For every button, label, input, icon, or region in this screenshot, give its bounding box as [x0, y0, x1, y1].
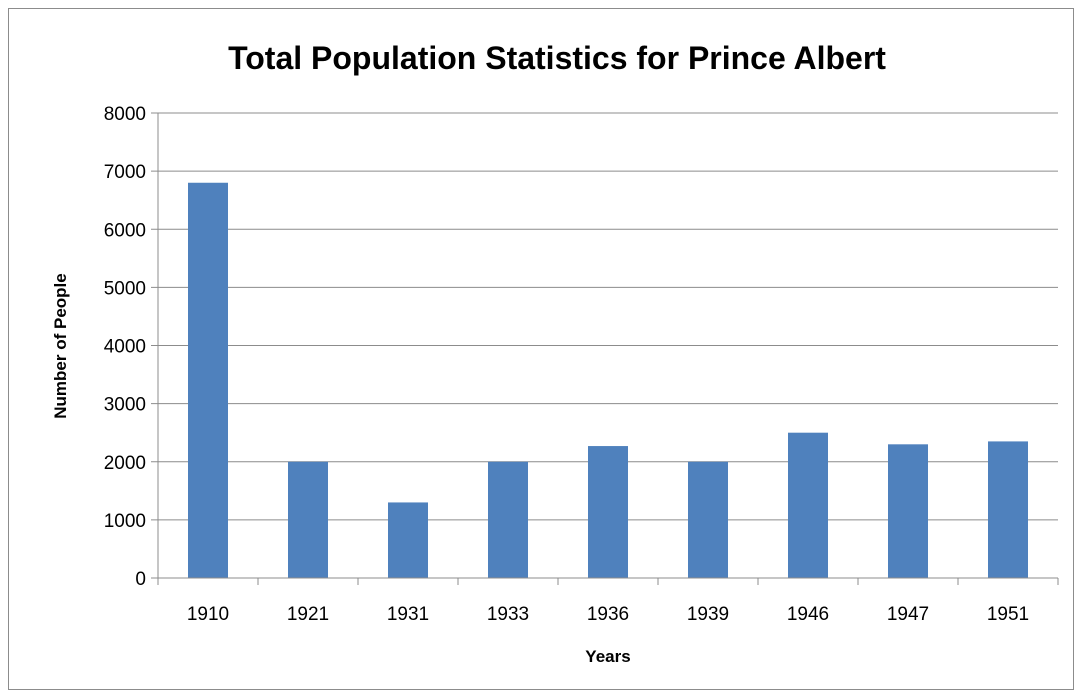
chart-title: Total Population Statistics for Prince A…	[228, 40, 886, 76]
y-tick-label: 2000	[104, 453, 146, 474]
x-tick-label: 1951	[987, 604, 1029, 625]
y-tick-label: 1000	[104, 511, 146, 532]
bar-1946	[788, 432, 828, 578]
x-tick-label: 1910	[187, 604, 229, 625]
y-tick-label: 6000	[104, 220, 146, 241]
y-tick-label: 5000	[104, 278, 146, 299]
x-axis-title: Years	[585, 647, 630, 666]
x-tick-label: 1939	[687, 604, 729, 625]
y-tick-label: 3000	[104, 395, 146, 416]
bar-1947	[888, 444, 928, 578]
x-tick-label: 1931	[387, 604, 429, 625]
x-tick-label: 1946	[787, 604, 829, 625]
x-tick-label: 1933	[487, 604, 529, 625]
y-tick-labels: 0 1000 2000 3000 4000 5000 6000 7000 8000	[104, 104, 158, 590]
y-tick-label: 7000	[104, 162, 146, 183]
y-tick-label: 0	[135, 569, 146, 590]
y-axis-title: Number of People	[51, 273, 70, 418]
bar-1939	[688, 461, 728, 578]
x-tick-label: 1921	[287, 604, 329, 625]
y-tick-label: 4000	[104, 337, 146, 358]
x-tick-label: 1947	[887, 604, 929, 625]
bar-1936	[588, 446, 628, 578]
y-tick-label: 8000	[104, 104, 146, 125]
bar-1951	[988, 441, 1028, 578]
bar-1910	[188, 182, 228, 578]
bars	[188, 182, 1028, 578]
bar-1921	[288, 461, 328, 578]
x-tick-label: 1936	[587, 604, 629, 625]
x-tick-labels: 1910 1921 1931 1933 1936 1939 1946 1947 1951	[187, 604, 1029, 625]
bar-1933	[488, 461, 528, 578]
bar-1931	[388, 502, 428, 578]
